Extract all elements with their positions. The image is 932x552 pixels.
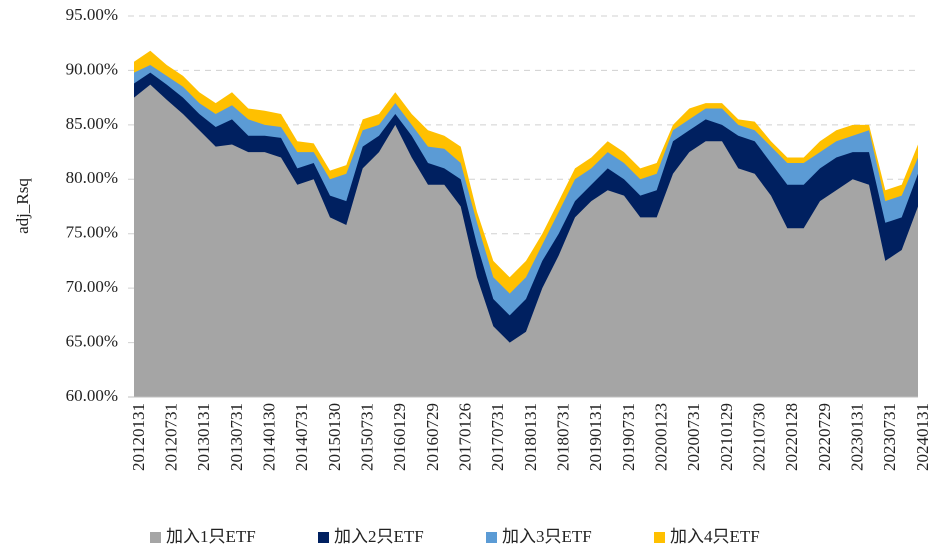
legend-swatch — [486, 532, 497, 543]
x-tick-label: 20150130 — [325, 403, 344, 471]
x-tick-label: 20170731 — [488, 403, 507, 471]
legend-item: 加入2只ETF — [318, 527, 424, 546]
x-tick-label: 20210129 — [717, 403, 736, 471]
x-tick-label: 20220128 — [782, 403, 801, 471]
y-tick-label: 70.00% — [66, 277, 118, 296]
x-tick-label: 20120731 — [162, 403, 181, 471]
x-tick-label: 20210730 — [750, 403, 769, 471]
legend-swatch — [150, 532, 161, 543]
legend-item: 加入3只ETF — [486, 527, 592, 546]
legend-label: 加入1只ETF — [166, 527, 256, 546]
x-tick-label: 20130731 — [227, 403, 246, 471]
x-tick-label: 20230731 — [880, 403, 899, 471]
legend-label: 加入3只ETF — [502, 527, 592, 546]
y-tick-label: 60.00% — [66, 386, 118, 405]
y-tick-label: 90.00% — [66, 59, 118, 78]
x-tick-label: 20190131 — [586, 403, 605, 471]
legend-label: 加入2只ETF — [334, 527, 424, 546]
y-tick-label: 65.00% — [66, 331, 118, 350]
x-tick-label: 20140130 — [260, 403, 279, 471]
legend-item: 加入1只ETF — [150, 527, 256, 546]
x-tick-label: 20140731 — [292, 403, 311, 471]
y-tick-label: 75.00% — [66, 223, 118, 242]
x-tick-label: 20180731 — [554, 403, 573, 471]
x-tick-label: 20230131 — [848, 403, 867, 471]
x-tick-label: 20240131 — [913, 403, 932, 471]
x-tick-label: 20170126 — [456, 403, 475, 471]
x-tick-label: 20150731 — [358, 403, 377, 471]
y-tick-label: 85.00% — [66, 114, 118, 133]
x-tick-label: 20180131 — [521, 403, 540, 471]
x-tick-label: 20200123 — [652, 403, 671, 471]
y-axis-title: adj_Rsq — [13, 178, 32, 234]
x-tick-label: 20160129 — [390, 403, 409, 471]
legend-swatch — [654, 532, 665, 543]
y-tick-label: 95.00% — [66, 5, 118, 24]
x-tick-label: 20130131 — [194, 403, 213, 471]
x-tick-label: 20160729 — [423, 403, 442, 471]
legend-swatch — [318, 532, 329, 543]
legend-label: 加入4只ETF — [670, 527, 760, 546]
x-tick-label: 20200731 — [684, 403, 703, 471]
y-tick-label: 80.00% — [66, 168, 118, 187]
area — [134, 84, 918, 397]
legend-item: 加入4只ETF — [654, 527, 760, 546]
x-tick-label: 20220729 — [815, 403, 834, 471]
x-tick-label: 20120131 — [129, 403, 148, 471]
x-tick-label: 20190731 — [619, 403, 638, 471]
